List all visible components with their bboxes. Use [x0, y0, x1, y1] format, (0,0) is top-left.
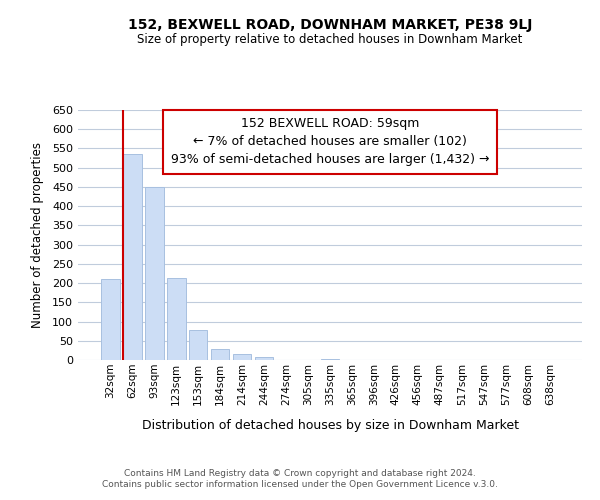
Bar — [101, 279, 119, 360]
Text: Contains public sector information licensed under the Open Government Licence v.: Contains public sector information licen… — [102, 480, 498, 489]
Bar — [211, 349, 229, 360]
Bar — [320, 359, 340, 360]
Text: Contains HM Land Registry data © Crown copyright and database right 2024.: Contains HM Land Registry data © Crown c… — [124, 468, 476, 477]
Text: Size of property relative to detached houses in Downham Market: Size of property relative to detached ho… — [137, 32, 523, 46]
Bar — [189, 330, 208, 360]
Bar — [255, 357, 274, 360]
Y-axis label: Number of detached properties: Number of detached properties — [31, 142, 44, 328]
Bar — [123, 154, 142, 360]
Text: 152 BEXWELL ROAD: 59sqm
← 7% of detached houses are smaller (102)
93% of semi-de: 152 BEXWELL ROAD: 59sqm ← 7% of detached… — [171, 118, 489, 166]
Bar — [167, 278, 185, 360]
Bar — [233, 354, 251, 360]
Text: 152, BEXWELL ROAD, DOWNHAM MARKET, PE38 9LJ: 152, BEXWELL ROAD, DOWNHAM MARKET, PE38 … — [128, 18, 532, 32]
Bar — [145, 187, 164, 360]
X-axis label: Distribution of detached houses by size in Downham Market: Distribution of detached houses by size … — [142, 419, 518, 432]
